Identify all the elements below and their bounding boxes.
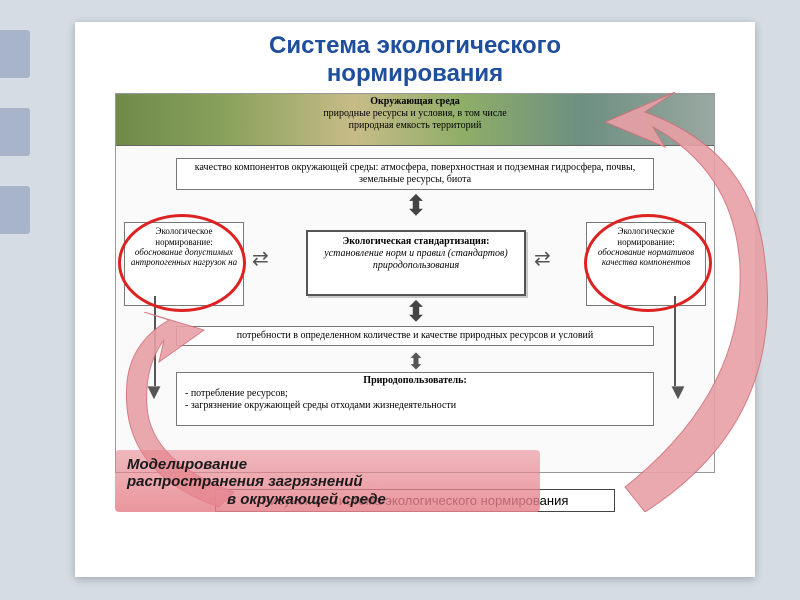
right-norm-box: Экологическое нормирование: обоснование … [586, 222, 706, 306]
left-box-body: обоснование допустимых антропогенных наг… [129, 247, 239, 268]
env-header-box: Окружающая среда природные ресурсы и усл… [116, 94, 714, 146]
env-header-title: Окружающая среда [196, 96, 634, 108]
modeling-banner: Моделирование распространения загрязнени… [115, 450, 540, 512]
sidebar-tab[interactable] [0, 108, 30, 156]
slide: Система экологического нормирования Окру… [75, 22, 755, 577]
user-box: Природопользователь: - потребление ресур… [176, 372, 654, 426]
connector-line [674, 296, 676, 386]
right-box-title: Экологическое нормирование: [591, 226, 701, 247]
slide-title: Система экологического нормирования [75, 22, 755, 91]
title-line-1: Система экологического [269, 32, 561, 59]
sidebar-tabs [0, 30, 30, 234]
double-arrow-icon: ⬍ [404, 295, 427, 329]
user-box-title: Природопользователь: [185, 375, 645, 388]
right-box-body: обоснование нормативов качества компонен… [591, 247, 701, 268]
needs-row-box: потребности в определенном количестве и … [176, 326, 654, 346]
sidebar-tab[interactable] [0, 30, 30, 78]
arrow-down-icon: ▼ [143, 379, 165, 405]
left-box-title: Экологическое нормирование: [129, 226, 239, 247]
env-header-sub2: природная емкость территорий [196, 120, 634, 132]
title-line-2: нормирования [327, 60, 503, 87]
center-box-title: Экологическая стандартизация: [314, 236, 518, 248]
user-box-li1: - потребление ресурсов; [185, 388, 645, 401]
banner-line2: распространения загрязнений [127, 473, 528, 490]
user-box-li2: - загрязнение окружающей среды отходами … [185, 400, 645, 413]
double-arrow-icon: ⇄ [534, 246, 551, 271]
banner-line1: Моделирование [127, 456, 528, 473]
left-norm-box: Экологическое нормирование: обоснование … [124, 222, 244, 306]
env-header-sub1: природные ресурсы и условия, в том числе [196, 108, 634, 120]
double-arrow-icon: ⬍ [404, 189, 427, 223]
connector-line [154, 296, 156, 386]
flowchart-diagram: Окружающая среда природные ресурсы и усл… [115, 93, 715, 473]
center-standard-box: Экологическая стандартизация: установлен… [306, 230, 526, 296]
arrow-down-icon: ▼ [667, 379, 689, 405]
banner-line3: в окружающей среде [127, 491, 528, 508]
sidebar-tab[interactable] [0, 186, 30, 234]
quality-row-box: качество компонентов окружающей среды: а… [176, 158, 654, 190]
center-box-body: установление норм и правил (стандартов) … [314, 248, 518, 272]
double-arrow-icon: ⇄ [252, 246, 269, 271]
